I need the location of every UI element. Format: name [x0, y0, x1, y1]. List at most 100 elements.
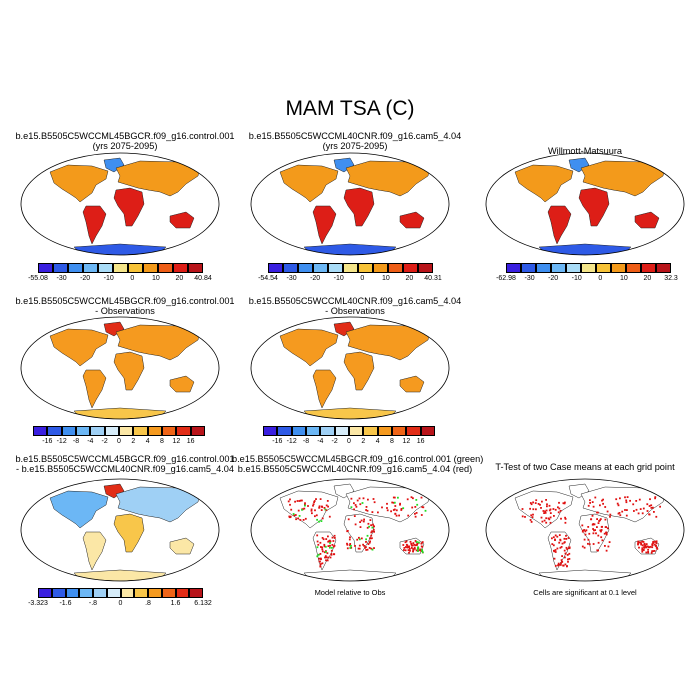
map-land [279, 157, 431, 255]
significant-cell [327, 535, 329, 538]
significant-cell [298, 515, 301, 517]
map-border [250, 316, 450, 420]
significant-cell [418, 541, 420, 544]
significant-cell [377, 511, 379, 514]
panel-4-title-line1: b.e15.B5505C5WCCML45BGCR.f09_g16.control… [15, 296, 235, 306]
colorbar-tick-label: -16 [42, 438, 53, 445]
colorbar-swatch [65, 588, 80, 598]
significant-cell [386, 507, 388, 509]
colorbar-tick-label: 40.84 [194, 275, 212, 282]
significant-cell [297, 517, 300, 520]
significant-cell [327, 540, 330, 543]
significant-cell [347, 518, 350, 521]
significant-cell [371, 530, 373, 533]
significant-cell [632, 503, 635, 506]
significant-cell [529, 519, 532, 521]
map-panel-7 [250, 478, 450, 582]
significant-cell [557, 506, 559, 509]
significant-cell [400, 508, 403, 510]
significant-cell [551, 543, 554, 545]
significant-cell [319, 498, 322, 500]
significant-cell [565, 538, 568, 540]
significant-cell [609, 513, 612, 516]
colorbar-swatch [521, 263, 536, 273]
significant-cell [411, 544, 414, 547]
significant-cell [372, 498, 375, 500]
colorbar-swatch [403, 263, 418, 273]
continent-antarctica [303, 569, 397, 581]
significant-cell [324, 545, 327, 548]
significant-cell [601, 539, 604, 542]
significant-cell [313, 501, 315, 503]
continent-antarctica [303, 407, 397, 419]
significant-cell [638, 498, 641, 501]
continent-antarctica [73, 569, 167, 581]
colorbar-tick-label: 4 [375, 438, 380, 445]
colorbar-swatch [106, 588, 121, 598]
significant-cell [358, 536, 360, 539]
panel-2-title-line1: b.e15.B5505C5WCCML40CNR.f09_g16.cam5_4.0… [248, 131, 462, 141]
colorbar-swatch [190, 426, 205, 436]
significant-cell [659, 505, 661, 508]
significant-cell [298, 500, 301, 502]
significant-cell [325, 559, 327, 562]
map-border [20, 152, 220, 256]
significant-cell [410, 542, 413, 545]
colorbar-tick-label: -8 [302, 438, 310, 445]
significant-cell [653, 550, 656, 552]
significant-cell [639, 508, 642, 510]
significant-cell [318, 560, 321, 563]
significant-cell [413, 546, 416, 549]
significant-cell [545, 517, 548, 520]
significant-cell [642, 549, 645, 551]
significant-cell [416, 541, 418, 543]
significant-cell [319, 565, 322, 567]
colorbar-tick-label: -12 [56, 438, 67, 445]
colorbar-tick-label: 10 [151, 275, 160, 282]
significant-cell [407, 514, 410, 517]
significant-cell [600, 536, 603, 539]
significant-cell [602, 498, 604, 501]
significant-cell [316, 534, 319, 537]
significant-cell [655, 542, 658, 545]
colorbar-swatch [38, 588, 52, 598]
colorbar-tick-label: .8 [145, 600, 151, 607]
significant-cell [583, 529, 586, 531]
colorbar-tick-label: 0 [118, 600, 123, 607]
significant-cell [316, 555, 319, 558]
significant-cell [362, 497, 365, 500]
significant-cell [354, 545, 356, 547]
significant-cell [413, 544, 416, 546]
continent-north-america [49, 164, 109, 203]
significant-cell [641, 540, 644, 543]
significant-cell [318, 520, 320, 523]
panel-1-title-line1: b.e15.B5505C5WCCML45BGCR.f09_g16.control… [15, 131, 235, 141]
significant-cell [410, 496, 413, 499]
significant-cell [653, 511, 655, 513]
significant-cell [560, 562, 562, 564]
significant-cell [346, 530, 349, 532]
significant-cell [642, 507, 645, 510]
significant-cell [394, 513, 397, 515]
significant-cell [548, 509, 551, 512]
significant-cell [288, 515, 291, 518]
map-panel-3 [485, 152, 685, 256]
significant-cell [321, 548, 324, 551]
significant-cell [597, 541, 600, 544]
significant-cell [652, 541, 654, 543]
colorbar-swatch [134, 588, 148, 598]
significant-cell [592, 532, 595, 535]
significant-cell [588, 543, 591, 546]
significant-cell [362, 543, 364, 546]
colorbar-swatch [133, 426, 148, 436]
colorbar-swatch [51, 588, 66, 598]
colorbar-swatch [128, 263, 143, 273]
significant-cell [370, 534, 373, 537]
significant-cell [373, 530, 375, 533]
significant-cell [619, 514, 622, 517]
significant-cell [370, 547, 373, 550]
significant-cell [353, 508, 355, 511]
significant-cell [415, 512, 418, 514]
significant-cell [638, 541, 641, 544]
significant-cell [381, 506, 383, 509]
